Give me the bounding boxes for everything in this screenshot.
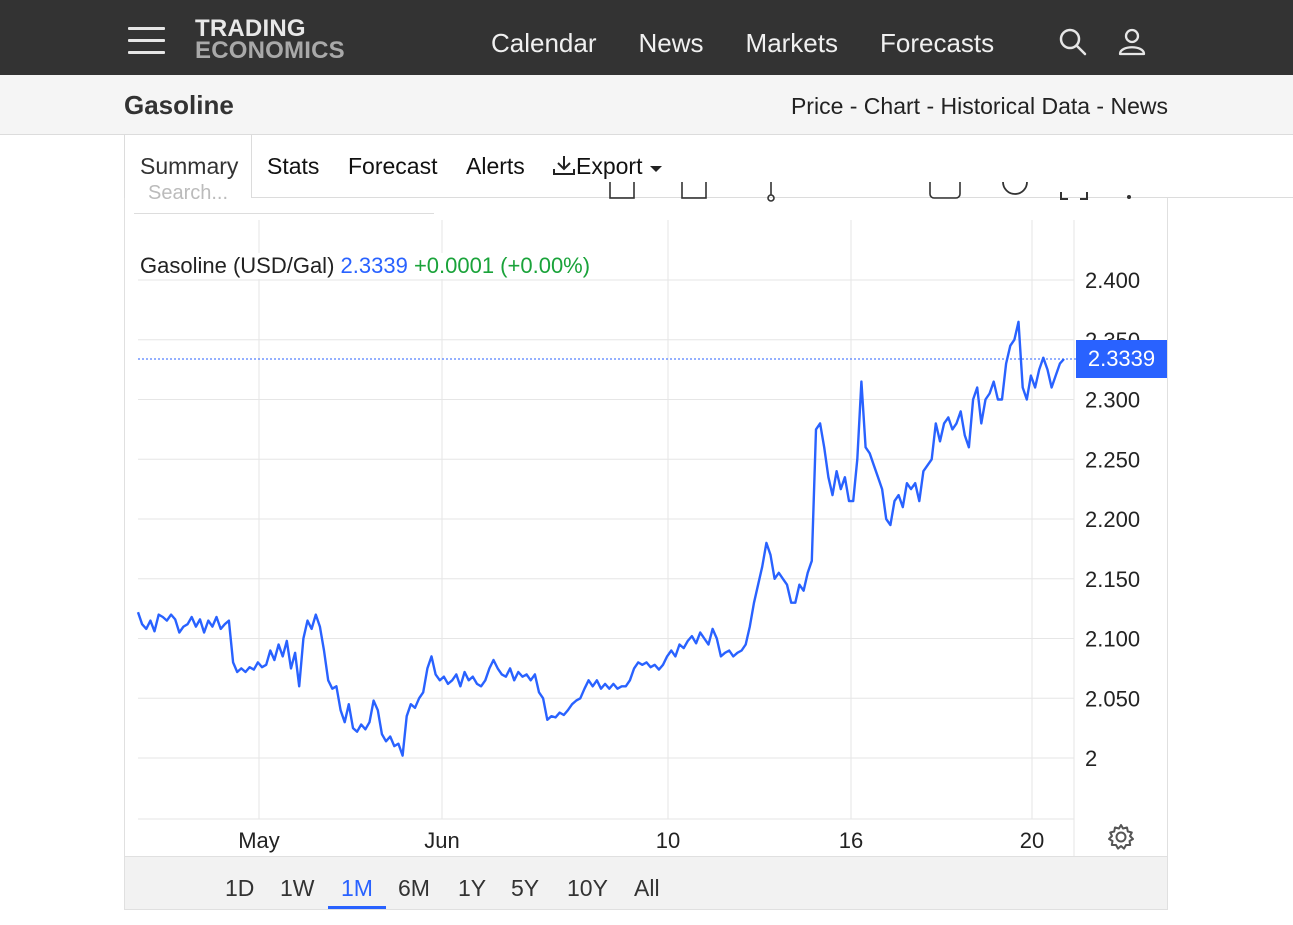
page-title: Gasoline: [124, 90, 234, 120]
range-6m[interactable]: 6M: [398, 875, 430, 901]
indicators-icon[interactable]: [928, 182, 962, 202]
tab-summary[interactable]: Summary: [140, 153, 239, 179]
menu-icon[interactable]: [128, 27, 165, 55]
top-navbar: TRADING ECONOMICS Calendar News Markets …: [0, 0, 1293, 75]
brand-line2: ECONOMICS: [195, 37, 345, 64]
caret-down-icon: [649, 166, 662, 172]
range-1y[interactable]: 1Y: [458, 875, 487, 901]
main-nav: Calendar News Markets Forecasts: [491, 28, 1036, 59]
x-tick-label: Jun: [424, 828, 459, 853]
brand-logo[interactable]: TRADING ECONOMICS: [195, 15, 345, 64]
brand-line1: TRADING: [195, 15, 306, 42]
legend-series-name: Gasoline (USD/Gal): [140, 253, 335, 278]
tab-forecast[interactable]: Forecast: [348, 153, 438, 179]
y-tick-label: 2: [1085, 746, 1097, 771]
title-bar: Gasoline Price - Chart - Historical Data…: [0, 75, 1293, 135]
search-icon[interactable]: [1058, 27, 1088, 57]
draw-icon[interactable]: [762, 182, 782, 202]
chart-card: [124, 198, 1168, 910]
tab-stats[interactable]: Stats: [267, 153, 320, 179]
x-tick-label: May: [238, 828, 280, 853]
range-all[interactable]: All: [634, 875, 660, 901]
y-tick-label: 2.200: [1085, 507, 1140, 532]
refresh-icon[interactable]: [1000, 182, 1030, 202]
nav-calendar[interactable]: Calendar: [491, 28, 597, 58]
tab-bar: Summary Stats Forecast Alerts Export: [124, 135, 1293, 199]
legend-price: 2.3339: [340, 253, 408, 278]
chart-settings-gear-icon[interactable]: [1107, 823, 1135, 851]
user-icon[interactable]: [1117, 27, 1147, 57]
active-range-underline: [328, 906, 386, 909]
nav-forecasts[interactable]: Forecasts: [880, 28, 995, 58]
search-placeholder: Search...: [148, 182, 229, 204]
nav-news[interactable]: News: [638, 28, 704, 58]
y-tick-label: 2.250: [1085, 447, 1140, 472]
x-tick-label: 20: [1020, 828, 1044, 853]
compare-icon[interactable]: [680, 182, 710, 202]
chart-type-icon[interactable]: [608, 182, 638, 202]
last-price-tag: 2.3339: [1076, 339, 1167, 378]
tab-alerts[interactable]: Alerts: [466, 153, 525, 179]
time-range-bar: 1D 1W 1M 6M 1Y 5Y 10Y All: [124, 856, 1168, 910]
range-10y[interactable]: 10Y: [567, 875, 608, 901]
tab-export-label: Export: [576, 153, 643, 179]
range-5y[interactable]: 5Y: [511, 875, 540, 901]
y-tick-label: 2.400: [1085, 268, 1140, 293]
x-tick-label: 16: [839, 828, 863, 853]
range-1w[interactable]: 1W: [280, 875, 315, 901]
x-tick-label: 10: [656, 828, 680, 853]
fullscreen-icon[interactable]: [1058, 182, 1090, 202]
tab-export[interactable]: Export: [552, 153, 663, 180]
sub-navigation[interactable]: Price - Chart - Historical Data - News: [790, 93, 1168, 119]
range-1d[interactable]: 1D: [225, 875, 255, 901]
download-icon: [553, 156, 575, 175]
series-line-gasoline: [136, 320, 1065, 757]
chart-legend: Gasoline (USD/Gal) 2.3339 +0.0001 (+0.00…: [140, 253, 599, 279]
more-options-icon[interactable]: [1122, 182, 1136, 202]
y-tick-label: 2.100: [1085, 627, 1140, 652]
y-tick-label: 2.300: [1085, 388, 1140, 413]
legend-change: +0.0001 (+0.00%): [413, 253, 591, 278]
range-1m[interactable]: 1M: [341, 875, 373, 901]
search-input[interactable]: Search...: [134, 182, 434, 214]
y-tick-label: 2.150: [1085, 567, 1140, 592]
nav-markets[interactable]: Markets: [745, 28, 838, 58]
tab-active-indicator: [124, 135, 252, 199]
y-tick-label: 2.050: [1085, 686, 1140, 711]
